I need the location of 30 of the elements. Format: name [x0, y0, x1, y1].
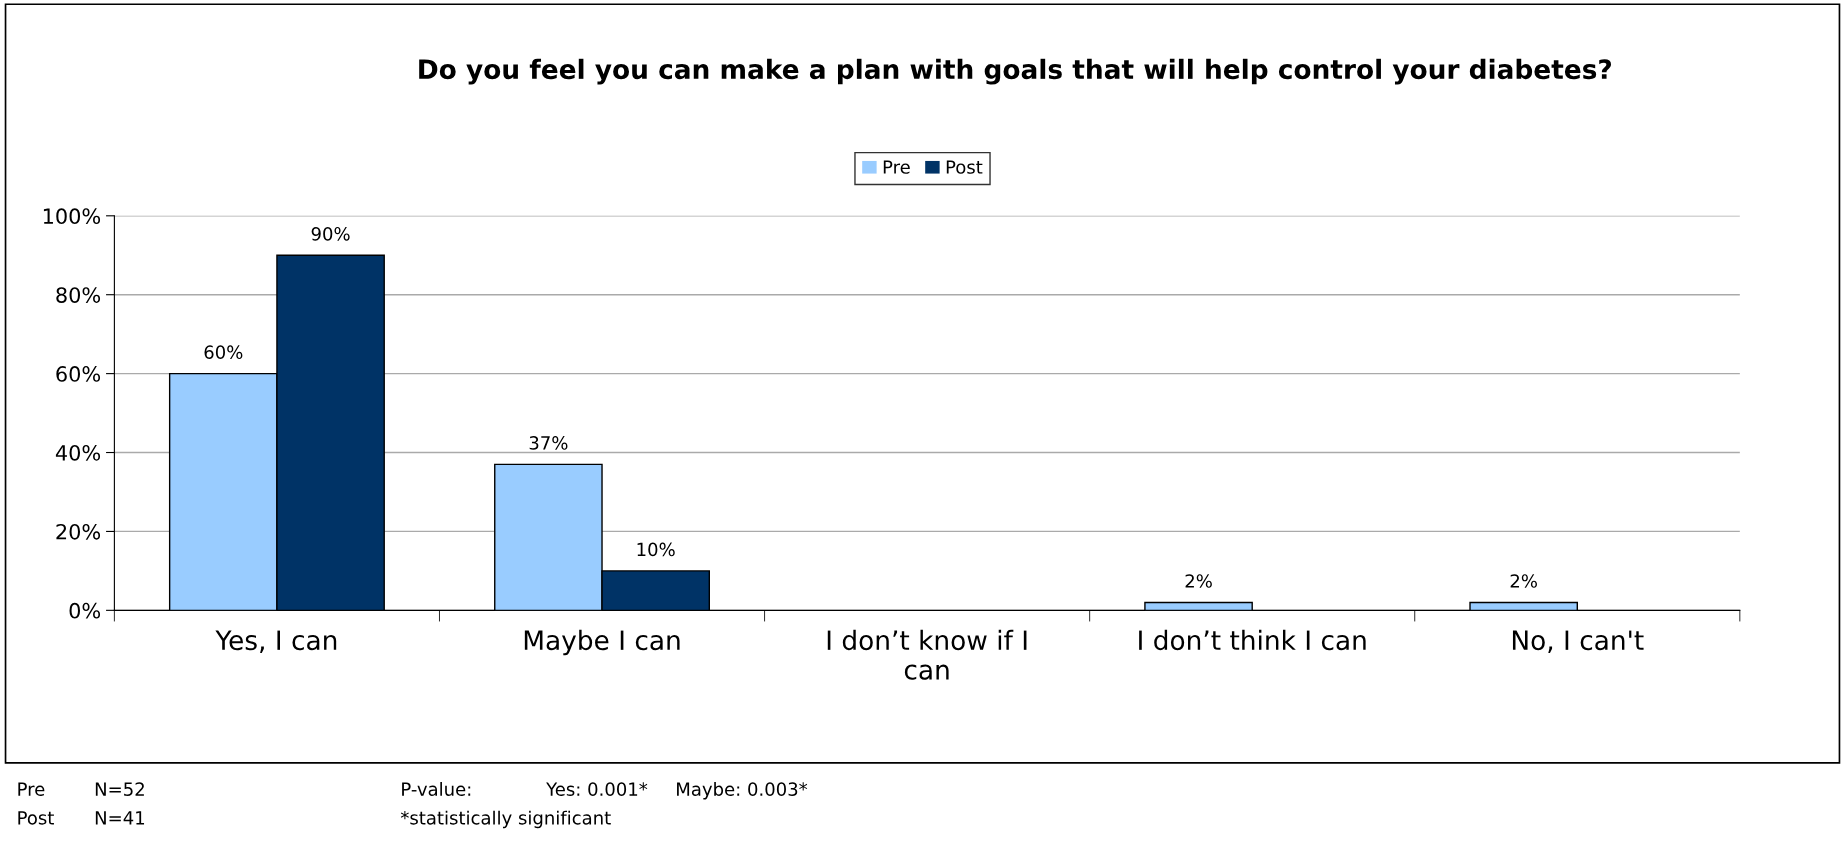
bar [1469, 601, 1578, 611]
data-label: 10% [637, 542, 675, 557]
text: P-value: [402, 782, 471, 796]
text: Maybe: 0.003* [677, 782, 808, 800]
x-tick-label: I don’t know if I can [827, 629, 1027, 680]
data-label: 2% [1510, 574, 1537, 588]
data-label: 60% [204, 345, 243, 360]
x-tick-label: Maybe I can [524, 629, 680, 656]
data-label: 90% [311, 226, 350, 241]
y-tick-label: 20% [56, 523, 101, 540]
text: N=52 [95, 782, 144, 796]
y-tick-label: 80% [56, 287, 101, 303]
data-label: 37% [529, 436, 568, 450]
legend-label: Post [946, 160, 983, 174]
y-tick-label: 100% [43, 208, 101, 225]
text: Pre [18, 782, 45, 796]
text: Yes: 0.001* [546, 782, 648, 796]
text: Post [18, 811, 54, 825]
legend-label: Pre [883, 160, 910, 174]
y-tick-label: 0% [69, 602, 101, 619]
y-tick-label: 60% [56, 366, 101, 382]
text: *statistically significant [400, 810, 611, 829]
x-tick-label: No, I can't [1512, 630, 1644, 653]
data-label: 2% [1185, 574, 1212, 588]
text: N=41 [95, 811, 145, 825]
x-tick-label: Yes, I can [215, 630, 337, 653]
bar [1144, 601, 1253, 611]
y-tick-label: 40% [55, 444, 101, 461]
chart-title: Do you feel you can make a plan with goals that will help control your diabetes? [419, 58, 1612, 85]
x-tick-label: I don’t think I can [1139, 629, 1366, 651]
